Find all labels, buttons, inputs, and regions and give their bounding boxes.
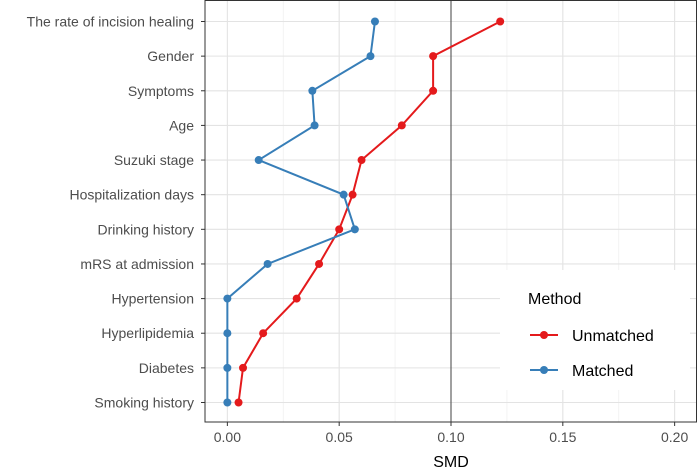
y-tick-label: The rate of incision healing [27,14,194,30]
data-point-unmatched [234,398,243,407]
data-point-unmatched [335,225,344,234]
legend-label-unmatched: Unmatched [572,328,654,345]
data-point-matched [263,259,272,268]
y-tick-label: Smoking history [94,395,194,411]
y-tick-label: Diabetes [139,360,194,376]
y-tick-label: Symptoms [128,83,194,99]
data-point-matched [223,329,232,338]
y-tick-label: Suzuki stage [114,152,194,168]
data-point-unmatched [315,259,324,268]
data-point-matched [223,294,232,303]
x-axis-ticks [226,422,676,426]
legend-label-matched: Matched [572,363,633,380]
legend: Method Unmatched Matched [500,270,690,390]
x-axis-labels: 0.00 0.05 0.10 0.15 0.20 [214,429,689,445]
y-tick-label: Hypertension [112,291,195,307]
series-group [223,17,505,407]
data-point-unmatched [259,329,268,338]
data-point-unmatched [357,156,366,165]
legend-point-unmatched [540,331,548,339]
data-point-unmatched [496,17,505,26]
x-tick-label: 0.10 [437,429,464,445]
data-point-matched [254,156,263,165]
data-point-unmatched [348,190,357,199]
data-point-unmatched [397,121,406,130]
y-tick-label: Gender [147,48,194,64]
series-line-unmatched [237,20,501,403]
legend-title: Method [528,291,581,308]
data-point-matched [223,363,232,372]
data-point-matched [339,190,348,199]
y-tick-label: mRS at admission [80,256,194,272]
data-point-unmatched [429,86,438,95]
y-tick-label: Hyperlipidemia [101,325,194,341]
data-point-matched [223,398,232,407]
data-point-unmatched [429,52,438,61]
data-point-matched [310,121,319,130]
data-point-unmatched [239,363,248,372]
x-axis-title: SMD [433,454,469,471]
x-tick-label: 0.15 [549,429,576,445]
data-point-unmatched [292,294,301,303]
data-point-matched [366,52,375,61]
y-axis-ticks [201,21,205,403]
y-axis-labels: The rate of incision healing Gender Sympto… [27,14,195,411]
x-tick-label: 0.00 [214,429,241,445]
data-point-matched [350,225,359,234]
series-line-matched [226,21,376,403]
y-tick-label: Hospitalization days [69,187,194,203]
x-tick-label: 0.05 [326,429,353,445]
y-tick-label: Drinking history [98,221,194,237]
legend-point-matched [540,366,548,374]
y-tick-label: Age [169,117,194,133]
x-tick-label: 0.20 [661,429,688,445]
data-point-matched [308,86,317,95]
data-point-matched [370,17,379,26]
